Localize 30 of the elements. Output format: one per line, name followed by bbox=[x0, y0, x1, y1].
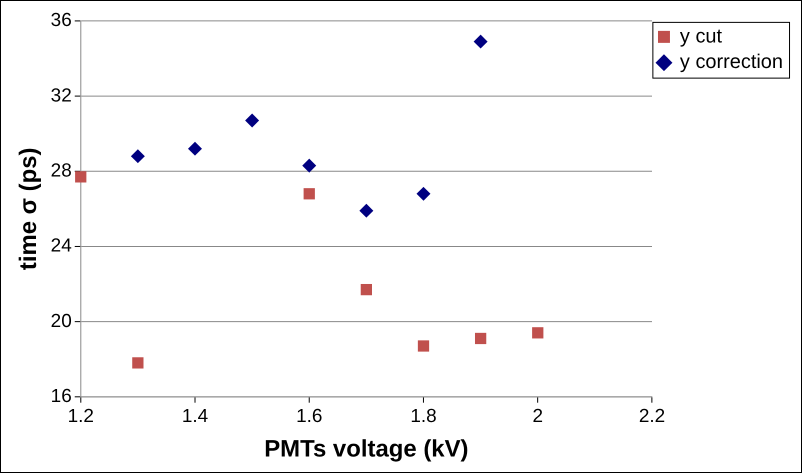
point bbox=[245, 114, 260, 128]
legend-label: y cut bbox=[680, 25, 723, 48]
point bbox=[416, 186, 430, 201]
y-tick-label: 28 bbox=[50, 160, 72, 182]
point bbox=[474, 34, 488, 49]
x-tick-label: 1.6 bbox=[296, 406, 322, 428]
point bbox=[188, 142, 202, 156]
x-tick-label: 1.4 bbox=[182, 406, 208, 428]
point bbox=[304, 188, 315, 200]
x-tick-label: 2 bbox=[532, 406, 544, 428]
point bbox=[532, 327, 544, 338]
point bbox=[130, 149, 145, 164]
y-tick-label: 36 bbox=[50, 10, 72, 32]
y-tick-label: 24 bbox=[50, 236, 72, 257]
point bbox=[360, 284, 372, 296]
legend-label: y correction bbox=[680, 51, 783, 74]
x-tick-label: 2.2 bbox=[638, 406, 666, 428]
point bbox=[474, 332, 486, 344]
x-tick-label: 1.8 bbox=[410, 406, 437, 428]
x-axis-title: PMTs voltage (kV) bbox=[264, 435, 469, 462]
y-axis-title: time σ (ps) bbox=[14, 148, 42, 270]
y-tick-label: 20 bbox=[50, 310, 72, 332]
y-tick-label: 32 bbox=[50, 85, 72, 106]
point bbox=[359, 204, 374, 218]
point bbox=[75, 171, 86, 183]
point bbox=[302, 158, 316, 173]
y-tick-label: 16 bbox=[50, 386, 72, 407]
point bbox=[418, 340, 430, 352]
point bbox=[132, 357, 144, 369]
x-tick-label: 1.2 bbox=[68, 406, 94, 428]
